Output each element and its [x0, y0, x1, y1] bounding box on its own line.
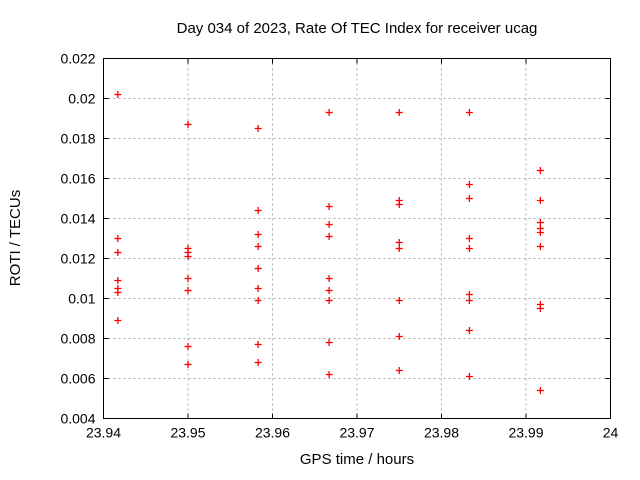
x-tick-label: 24	[603, 425, 619, 441]
y-tick-label: 0.006	[60, 371, 95, 387]
y-tick-label: 0.01	[68, 291, 95, 307]
x-axis-label: GPS time / hours	[300, 451, 414, 468]
y-tick-label: 0.018	[60, 131, 95, 147]
y-tick-label: 0.008	[60, 331, 95, 347]
y-tick-label: 0.004	[60, 411, 95, 427]
x-tick-label: 23.95	[170, 425, 205, 441]
y-tick-label: 0.014	[60, 211, 95, 227]
x-tick-label: 23.99	[508, 425, 543, 441]
y-tick-label: 0.016	[60, 171, 95, 187]
y-tick-label: 0.02	[68, 91, 95, 107]
x-tick-label: 23.98	[424, 425, 459, 441]
x-tick-label: 23.94	[86, 425, 121, 441]
y-axis-label: ROTI / TECUs	[7, 190, 24, 286]
x-tick-label: 23.97	[339, 425, 374, 441]
y-tick-label: 0.012	[60, 251, 95, 267]
x-tick-label: 23.96	[255, 425, 290, 441]
chart-title: Day 034 of 2023, Rate Of TEC Index for r…	[177, 20, 538, 37]
y-tick-label: 0.022	[60, 51, 95, 67]
